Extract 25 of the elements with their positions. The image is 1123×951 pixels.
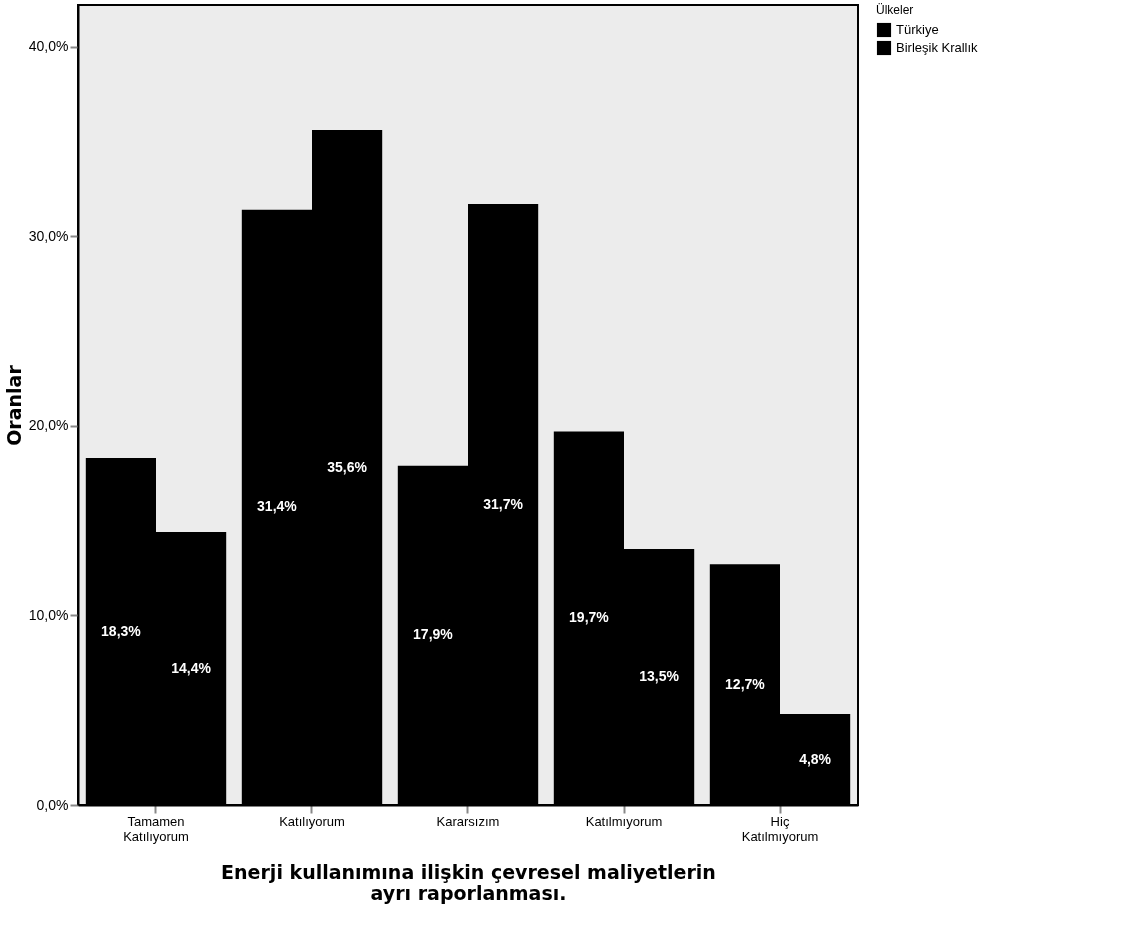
y-tick-label: 10,0% — [28, 606, 69, 623]
y-axis-title: Oranlar — [2, 364, 25, 446]
y-tick-label: 30,0% — [28, 227, 69, 244]
data-label: 31,7% — [483, 495, 524, 512]
y-tick-label: 40,0% — [28, 38, 69, 55]
y-tick-label: 0,0% — [36, 796, 69, 813]
x-tick-label: Katılmıyorum — [585, 813, 663, 829]
data-label: 31,4% — [257, 498, 298, 515]
data-label: 4,8% — [799, 750, 832, 767]
x-axis-title: Enerji kullanımına ilişkin çevresel maliyetlerin ayrı raporlanması. — [221, 860, 716, 904]
x-tick-label: Tamamen Katılıyorum — [123, 813, 189, 844]
data-label: 19,7% — [569, 609, 610, 626]
legend-label: Türkiye — [896, 22, 939, 37]
data-label: 18,3% — [101, 622, 142, 639]
data-label: 17,9% — [413, 626, 454, 643]
data-label: 13,5% — [639, 668, 680, 685]
x-tick-label: Katılıyorum — [279, 813, 345, 829]
x-tick-label: Kararsızım — [436, 813, 500, 829]
x-tick-label: Hiç Katılmıyorum — [741, 813, 819, 844]
data-label: 14,4% — [171, 659, 212, 676]
y-tick-label: 20,0% — [28, 417, 69, 434]
legend-label: Birleşik Krallık — [896, 40, 979, 55]
data-label: 12,7% — [725, 675, 766, 692]
data-label: 35,6% — [327, 458, 368, 475]
legend-title: Ülkeler — [876, 3, 914, 17]
